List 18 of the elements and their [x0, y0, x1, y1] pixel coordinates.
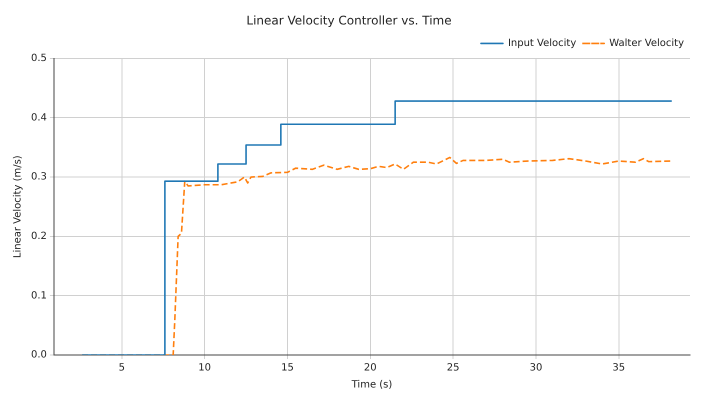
x-tick-label: 25: [446, 362, 460, 374]
x-tick-label: 30: [530, 362, 542, 374]
x-tick-label: 35: [612, 362, 626, 374]
x-tick-label: 10: [198, 362, 212, 374]
x-tick-label: 5: [118, 362, 126, 374]
y-tick-label: 0.1: [30, 290, 47, 302]
legend-label: Walter Velocity: [609, 38, 684, 49]
y-tick-label: 0.2: [30, 230, 47, 242]
y-tick-label: 0.3: [30, 172, 47, 183]
y-tick-label: 0.0: [30, 350, 47, 361]
y-tick-label: 0.4: [30, 112, 47, 124]
y-axis-title: Linear Velocity (m/s): [12, 155, 24, 258]
x-tick-label: 20: [364, 362, 377, 374]
x-axis-title: Time (s): [350, 380, 392, 391]
legend-label: Input Velocity: [508, 38, 576, 49]
x-tick-label: 15: [281, 362, 294, 374]
chart-title: Linear Velocity Controller vs. Time: [246, 13, 452, 28]
y-tick-label: 0.5: [30, 52, 47, 64]
